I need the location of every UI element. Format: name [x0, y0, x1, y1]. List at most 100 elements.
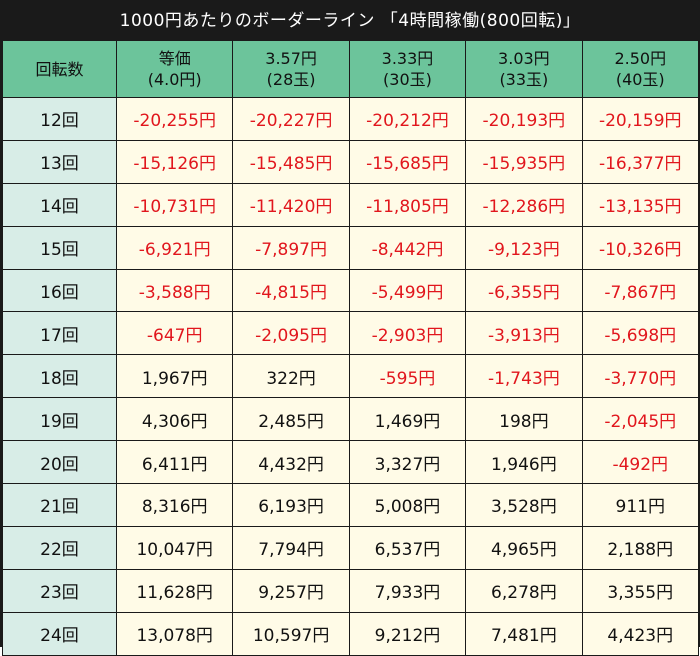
value-cell: -15,485円: [232, 139, 350, 184]
header-rate-sub: (28玉): [266, 70, 316, 89]
value-cell: 6,537円: [348, 525, 467, 570]
table-header: 回転数 等価 (4.0円) 3.57円 (28玉) 3.33円 (30玉) 3.…: [2, 40, 699, 98]
value-cell: -7,867円: [581, 268, 699, 313]
header-rate-label: 等価: [158, 49, 191, 68]
value-cell: 9,257円: [232, 568, 350, 613]
value-cell: 2,188円: [581, 525, 699, 570]
rotation-count-cell: 12回: [2, 97, 117, 141]
table-row: 12回 -20,255円 -20,227円 -20,212円 -20,193円 -20,1…: [2, 97, 699, 141]
value-cell: -11,805円: [348, 182, 467, 227]
value-cell: -4,815円: [232, 268, 350, 313]
value-cell: 911円: [581, 483, 699, 527]
rotation-count-cell: 24回: [2, 611, 117, 656]
value-cell: -7,897円: [232, 225, 350, 270]
table-row: 13回 -15,126円 -15,485円 -15,685円 -15,935円 -16,3…: [2, 139, 699, 184]
value-cell: -20,212円: [348, 97, 467, 141]
value-cell: -16,377円: [581, 139, 699, 184]
value-cell: -10,326円: [581, 225, 699, 270]
header-col-333: 3.33円 (30玉): [348, 40, 467, 98]
table-title: 1000円あたりのボーダーライン 「4時間稼働(800回転)」: [2, 2, 698, 40]
value-cell: 4,423円: [581, 611, 699, 656]
value-cell: 7,933円: [348, 568, 467, 613]
header-col-357: 3.57円 (28玉): [232, 40, 350, 98]
value-cell: -15,685円: [348, 139, 467, 184]
rotation-count-cell: 20回: [2, 440, 117, 485]
header-rate-label: 3.03円: [498, 49, 550, 68]
value-cell: 198円: [465, 397, 583, 442]
table-row: 21回 8,316円 6,193円 5,008円 3,528円 911円: [2, 483, 699, 527]
value-cell: 3,327円: [348, 440, 467, 485]
value-cell: 4,432円: [232, 440, 350, 485]
rotation-count-cell: 22回: [2, 525, 117, 570]
value-cell: 13,078円: [115, 611, 234, 656]
header-col-250: 2.50円 (40玉): [581, 40, 699, 98]
value-cell: -15,126円: [115, 139, 234, 184]
value-cell: 7,794円: [232, 525, 350, 570]
header-rate-sub: (40玉): [615, 70, 665, 89]
header-col-equal-rate: 等価 (4.0円): [115, 40, 234, 98]
value-cell: -20,193円: [465, 97, 583, 141]
value-cell: 4,965円: [465, 525, 583, 570]
value-cell: -6,355円: [465, 268, 583, 313]
value-cell: -647円: [115, 311, 234, 356]
table-row: 14回 -10,731円 -11,420円 -11,805円 -12,286円 -13,1…: [2, 182, 699, 227]
value-cell: 7,481円: [465, 611, 583, 656]
value-cell: 9,212円: [348, 611, 467, 656]
value-cell: -8,442円: [348, 225, 467, 270]
value-cell: 3,355円: [581, 568, 699, 613]
header-row: 回転数 等価 (4.0円) 3.57円 (28玉) 3.33円 (30玉) 3.…: [2, 40, 699, 98]
value-cell: -13,135円: [581, 182, 699, 227]
rotation-count-cell: 14回: [2, 182, 117, 227]
rotation-count-cell: 21回: [2, 483, 117, 527]
table-row: 16回 -3,588円 -4,815円 -5,499円 -6,355円 -7,867円: [2, 268, 699, 313]
value-cell: -492円: [581, 440, 699, 485]
value-cell: 8,316円: [115, 483, 234, 527]
value-cell: -3,770円: [581, 354, 699, 399]
table-row: 15回 -6,921円 -7,897円 -8,442円 -9,123円 -10,326円: [2, 225, 699, 270]
rotation-count-cell: 17回: [2, 311, 117, 356]
value-cell: -6,921円: [115, 225, 234, 270]
value-cell: 11,628円: [115, 568, 234, 613]
value-cell: 1,946円: [465, 440, 583, 485]
value-cell: -1,743円: [465, 354, 583, 399]
value-cell: -2,045円: [581, 397, 699, 442]
value-cell: -9,123円: [465, 225, 583, 270]
value-cell: -10,731円: [115, 182, 234, 227]
table-row: 20回 6,411円 4,432円 3,327円 1,946円 -492円: [2, 440, 699, 485]
value-cell: 5,008円: [348, 483, 467, 527]
table-row: 22回 10,047円 7,794円 6,537円 4,965円 2,188円: [2, 525, 699, 570]
value-cell: -20,255円: [115, 97, 234, 141]
value-cell: -2,095円: [232, 311, 350, 356]
header-rate-label: 2.50円: [614, 49, 667, 68]
header-rate-sub: (30玉): [383, 70, 432, 89]
table-body: 12回 -20,255円 -20,227円 -20,212円 -20,193円 -20,1…: [2, 97, 699, 656]
table-row: 17回 -647円 -2,095円 -2,903円 -3,913円 -5,698円: [2, 311, 699, 356]
value-cell: 6,193円: [232, 483, 350, 527]
rotation-count-cell: 19回: [2, 397, 117, 442]
value-cell: -5,499円: [348, 268, 467, 313]
header-col-303: 3.03円 (33玉): [465, 40, 583, 98]
value-cell: -3,913円: [465, 311, 583, 356]
header-rate-sub: (4.0円): [147, 70, 202, 89]
table-row: 18回 1,967円 322円 -595円 -1,743円 -3,770円: [2, 354, 699, 399]
value-cell: 10,047円: [115, 525, 234, 570]
value-cell: 4,306円: [115, 397, 234, 442]
value-cell: -5,698円: [581, 311, 699, 356]
table-row: 19回 4,306円 2,485円 1,469円 198円 -2,045円: [2, 397, 699, 442]
rotation-count-cell: 16回: [2, 268, 117, 313]
value-cell: 6,278円: [465, 568, 583, 613]
header-rate-label: 3.57円: [265, 49, 317, 68]
value-cell: -12,286円: [465, 182, 583, 227]
value-cell: 322円: [232, 354, 350, 399]
value-cell: -20,227円: [232, 97, 350, 141]
value-cell: -3,588円: [115, 268, 234, 313]
header-rate-label: 3.33円: [381, 49, 434, 68]
value-cell: 1,967円: [115, 354, 234, 399]
rotation-count-cell: 15回: [2, 225, 117, 270]
header-rotation-count: 回転数: [2, 40, 117, 98]
value-cell: -2,903円: [348, 311, 467, 356]
border-line-table: 回転数 等価 (4.0円) 3.57円 (28玉) 3.33円 (30玉) 3.…: [2, 40, 699, 656]
table-row: 23回 11,628円 9,257円 7,933円 6,278円 3,355円: [2, 568, 699, 613]
value-cell: 2,485円: [232, 397, 350, 442]
